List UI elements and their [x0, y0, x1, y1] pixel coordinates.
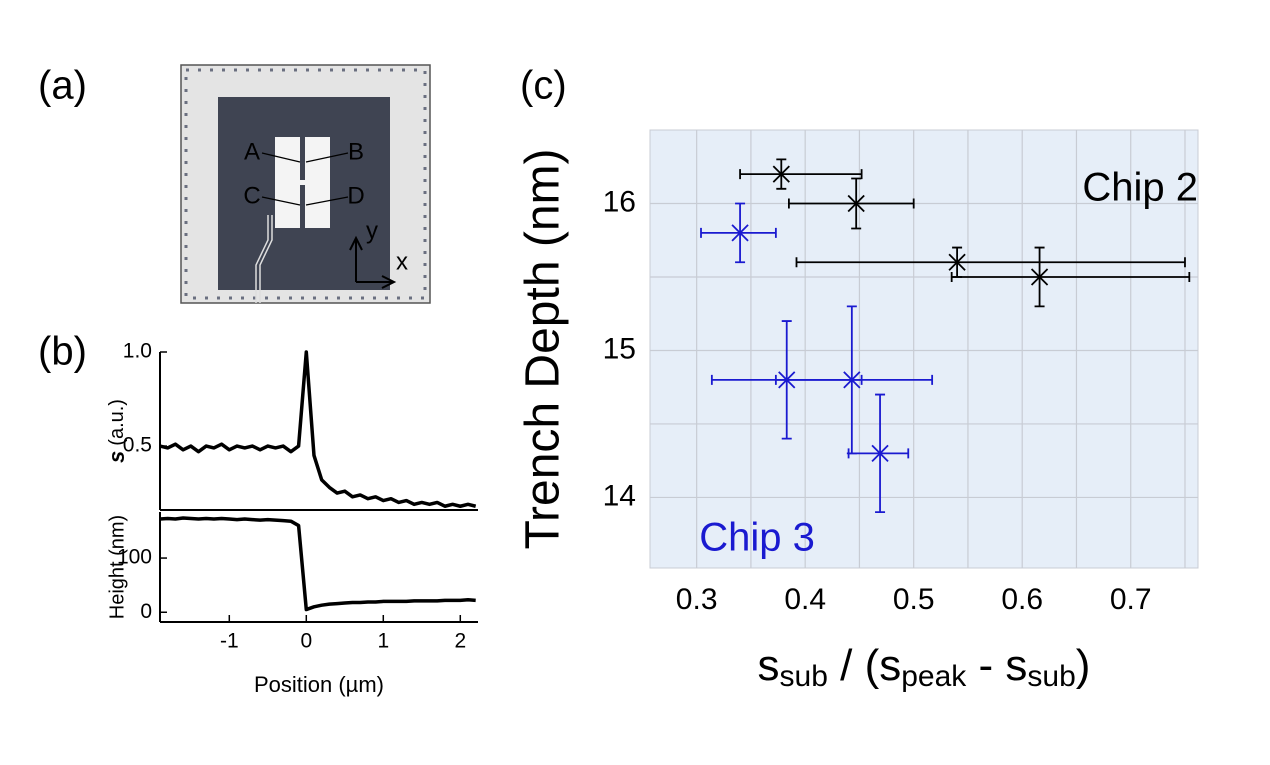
- point: [871, 444, 889, 462]
- point: [1030, 268, 1049, 286]
- series-label: Chip 3: [699, 516, 815, 560]
- x-tick-label: 0.7: [1110, 583, 1152, 616]
- y-tick-label: 15: [603, 332, 636, 365]
- panel-label: (b): [38, 330, 87, 374]
- data-line: [159, 350, 477, 508]
- x-tick-label: 0.3: [676, 583, 718, 616]
- x-tick-label: 0.6: [1001, 583, 1043, 616]
- x-tick-label: -1: [220, 630, 239, 653]
- x-axis-subscript: sub: [1027, 660, 1075, 693]
- data-line: [159, 516, 476, 612]
- point-label: C: [243, 182, 260, 209]
- panel-label: (c): [520, 64, 567, 108]
- x-axis-text: s: [758, 641, 780, 690]
- x-axis-text: - s: [966, 641, 1027, 690]
- point: [731, 224, 749, 242]
- point: [847, 194, 865, 213]
- x-axis-label: ssub / (speak - ssub): [758, 641, 1091, 693]
- y-axis-label: Trench Depth (nm): [517, 148, 570, 549]
- point-label: A: [244, 138, 260, 165]
- point-label: B: [348, 138, 364, 165]
- y-tick-label: 14: [603, 479, 636, 512]
- x-tick-label: 2: [454, 630, 466, 653]
- axis-arrows: [349, 235, 397, 289]
- y-axis-label: s (a.u.): [104, 399, 129, 463]
- x-tick-label: 1: [377, 630, 389, 653]
- pointer-arrow: [261, 152, 349, 206]
- y-tick-label: 100: [117, 546, 152, 569]
- dark-pad: [218, 97, 390, 290]
- gap: [300, 180, 305, 185]
- y-tick-label: 0: [140, 600, 152, 623]
- x-error-bar: [739, 169, 863, 180]
- x-error-bar: [950, 271, 1191, 282]
- x-axis-text: / (s: [828, 641, 901, 690]
- x-axis-label: Position (µm): [254, 672, 384, 697]
- point: [843, 371, 861, 389]
- point: [948, 253, 966, 271]
- axis-name: x: [396, 248, 408, 275]
- axis-name: y: [366, 217, 378, 244]
- x-error-bar: [787, 198, 915, 209]
- x-axis-subscript: sub: [780, 660, 828, 693]
- y-tick-label: 16: [603, 185, 636, 218]
- x-tick-label: 0.5: [893, 583, 935, 616]
- x-axis-text: ): [1076, 641, 1091, 690]
- y-tick-label: 0.5: [123, 434, 152, 457]
- x-error-bar: [774, 374, 934, 385]
- point: [772, 165, 790, 183]
- y-axis-symbol: s: [104, 451, 129, 463]
- micrograph: A B C D y x: [180, 64, 431, 304]
- y-axis-unit: (a.u.): [106, 399, 128, 446]
- x-tick-label: 0: [300, 630, 312, 653]
- window: [275, 137, 300, 228]
- x-tick-label: 0.4: [784, 583, 826, 616]
- lead: [255, 215, 273, 303]
- window: [305, 137, 330, 228]
- x-error-bar: [795, 257, 1186, 268]
- y-tick-label: 1.0: [123, 340, 152, 363]
- x-axis-subscript: peak: [901, 660, 967, 693]
- point-label: D: [347, 182, 364, 209]
- panel-label: (a): [38, 64, 87, 108]
- x-error-bar: [847, 448, 910, 459]
- series-label: Chip 2: [1082, 166, 1198, 210]
- x-error-bar: [700, 227, 777, 238]
- y-axis-label: Height (nm): [106, 515, 128, 619]
